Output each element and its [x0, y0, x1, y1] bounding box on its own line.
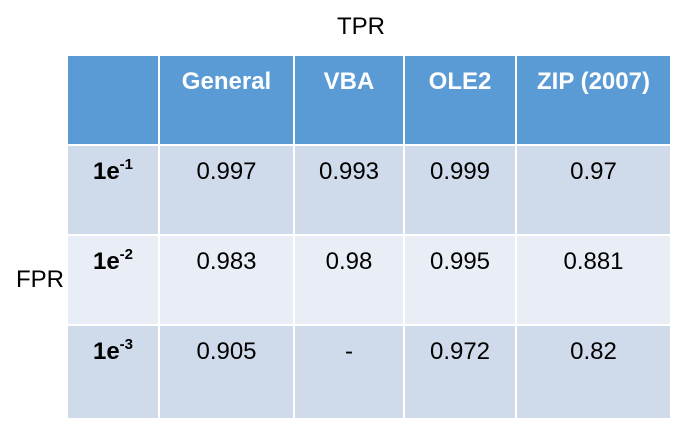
results-table: General VBA OLE2 ZIP (2007) 1e-1 0.997 0… — [68, 56, 670, 418]
table-cell: 0.82 — [517, 326, 670, 418]
header-cell-ole2: OLE2 — [405, 56, 517, 146]
header-cell-corner — [68, 56, 160, 146]
table-cell: 0.983 — [160, 236, 295, 326]
table-cell: 0.97 — [517, 146, 670, 236]
header-cell-vba: VBA — [295, 56, 405, 146]
header-cell-general: General — [160, 56, 295, 146]
table-cell: 0.98 — [295, 236, 405, 326]
table-cell: 0.905 — [160, 326, 295, 418]
table-cell: - — [295, 326, 405, 418]
row-label-3: 1e-3 — [68, 326, 160, 418]
row-label-1: 1e-1 — [68, 146, 160, 236]
table-cell: 0.997 — [160, 146, 295, 236]
table-cell: 0.999 — [405, 146, 517, 236]
tpr-title: TPR — [337, 13, 385, 40]
header-cell-zip: ZIP (2007) — [517, 56, 670, 146]
table-cell: 0.972 — [405, 326, 517, 418]
table-cell: 0.881 — [517, 236, 670, 326]
table-cell: 0.995 — [405, 236, 517, 326]
fpr-title: FPR — [16, 266, 64, 293]
table-cell: 0.993 — [295, 146, 405, 236]
row-label-2: 1e-2 — [68, 236, 160, 326]
